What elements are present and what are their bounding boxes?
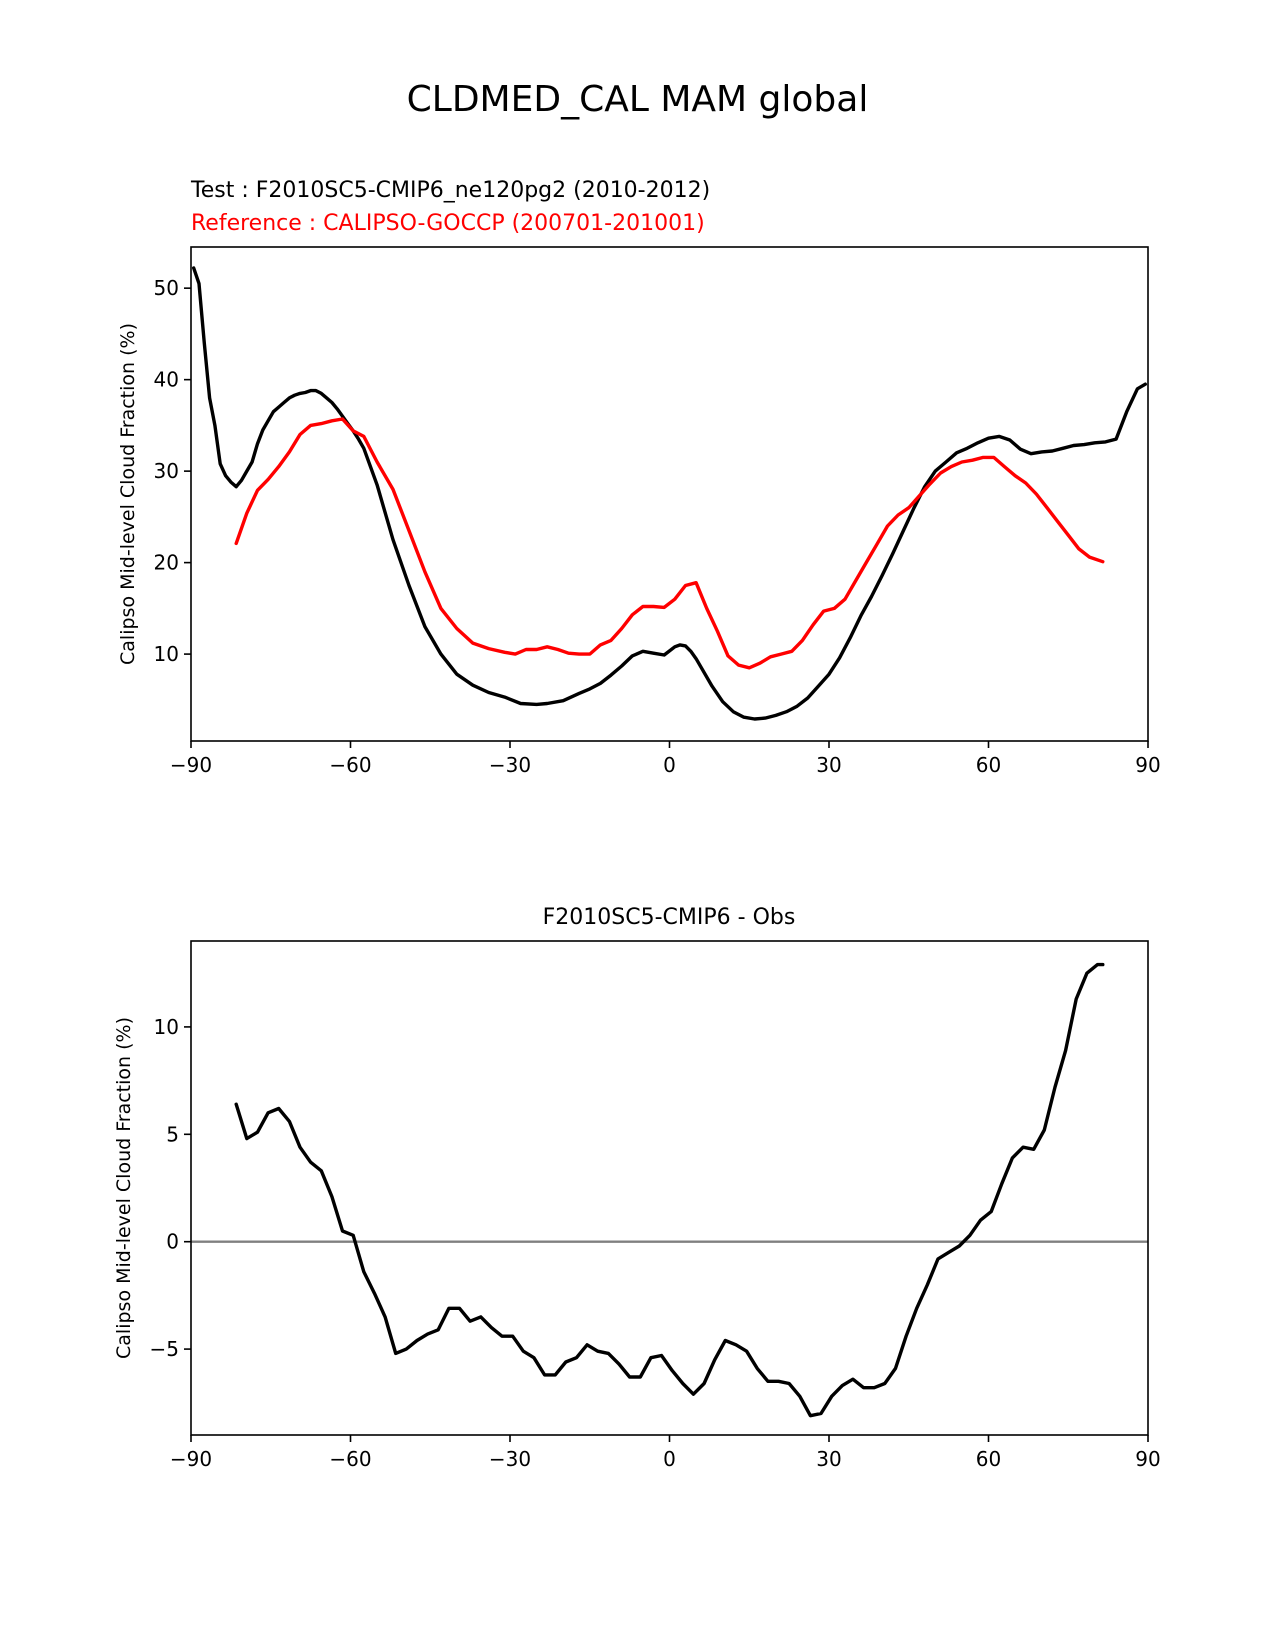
top-x-tick-label: −60: [329, 753, 371, 777]
suptitle: CLDMED_CAL MAM global: [407, 79, 869, 120]
bottom-x-tick-label: −90: [170, 1447, 212, 1471]
top-series-test: [191, 266, 1148, 721]
difference-plot-panel: −90 −60 −30 0 30 60 90 −5 0 5 10: [150, 940, 1161, 1471]
bottom-y-axis-label: Calipso Mid-level Cloud Fraction (%): [113, 1017, 135, 1359]
bottom-x-tick-label: 90: [1135, 1447, 1160, 1471]
top-x-tick-label: 30: [816, 753, 841, 777]
bottom-x-tick-label: 60: [976, 1447, 1001, 1471]
top-x-tick-label: −90: [170, 753, 212, 777]
bottom-series-test-obs: [234, 962, 1105, 1418]
top-plot-panel: −90 −60 −30 0 30 60 90 10 20 30 40 50: [154, 246, 1161, 777]
top-y-tick-label: 20: [154, 551, 179, 575]
bottom-y-tick-label: 0: [166, 1230, 179, 1254]
bottom-y-tick-label: −5: [150, 1337, 179, 1361]
top-y-tick-label: 40: [154, 368, 179, 392]
bottom-x-tick-label: 0: [663, 1447, 676, 1471]
top-series-reference: [234, 417, 1105, 670]
test-legend-label: Test : F2010SC5-CMIP6_ne120pg2 (2010-201…: [190, 178, 710, 203]
bottom-x-tick-label: 30: [816, 1447, 841, 1471]
bottom-axes-frame: [190, 940, 1149, 1436]
reference-legend-label: Reference : CALIPSO-GOCCP (200701-201001…: [191, 211, 705, 236]
top-y-tick-label: 50: [154, 276, 179, 300]
difference-plot-title: F2010SC5-CMIP6 - Obs: [543, 905, 796, 930]
bottom-y-tick-label: 5: [166, 1122, 179, 1146]
top-x-tick-label: −30: [489, 753, 531, 777]
top-x-tick-label: 0: [663, 753, 676, 777]
bottom-y-tick-label: 10: [154, 1015, 179, 1039]
bottom-x-tick-label: −30: [489, 1447, 531, 1471]
top-y-axis-label: Calipso Mid-level Cloud Fraction (%): [117, 323, 139, 665]
top-y-tick-label: 10: [154, 642, 179, 666]
top-axes-frame: [190, 246, 1149, 742]
bottom-x-tick-label: −60: [329, 1447, 371, 1471]
top-x-tick-label: 90: [1135, 753, 1160, 777]
top-y-tick-label: 30: [154, 459, 179, 483]
top-x-tick-label: 60: [976, 753, 1001, 777]
